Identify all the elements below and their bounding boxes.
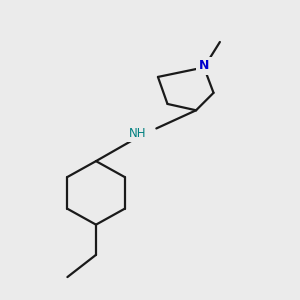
Text: N: N [199,59,209,72]
Text: NH: NH [129,127,147,140]
